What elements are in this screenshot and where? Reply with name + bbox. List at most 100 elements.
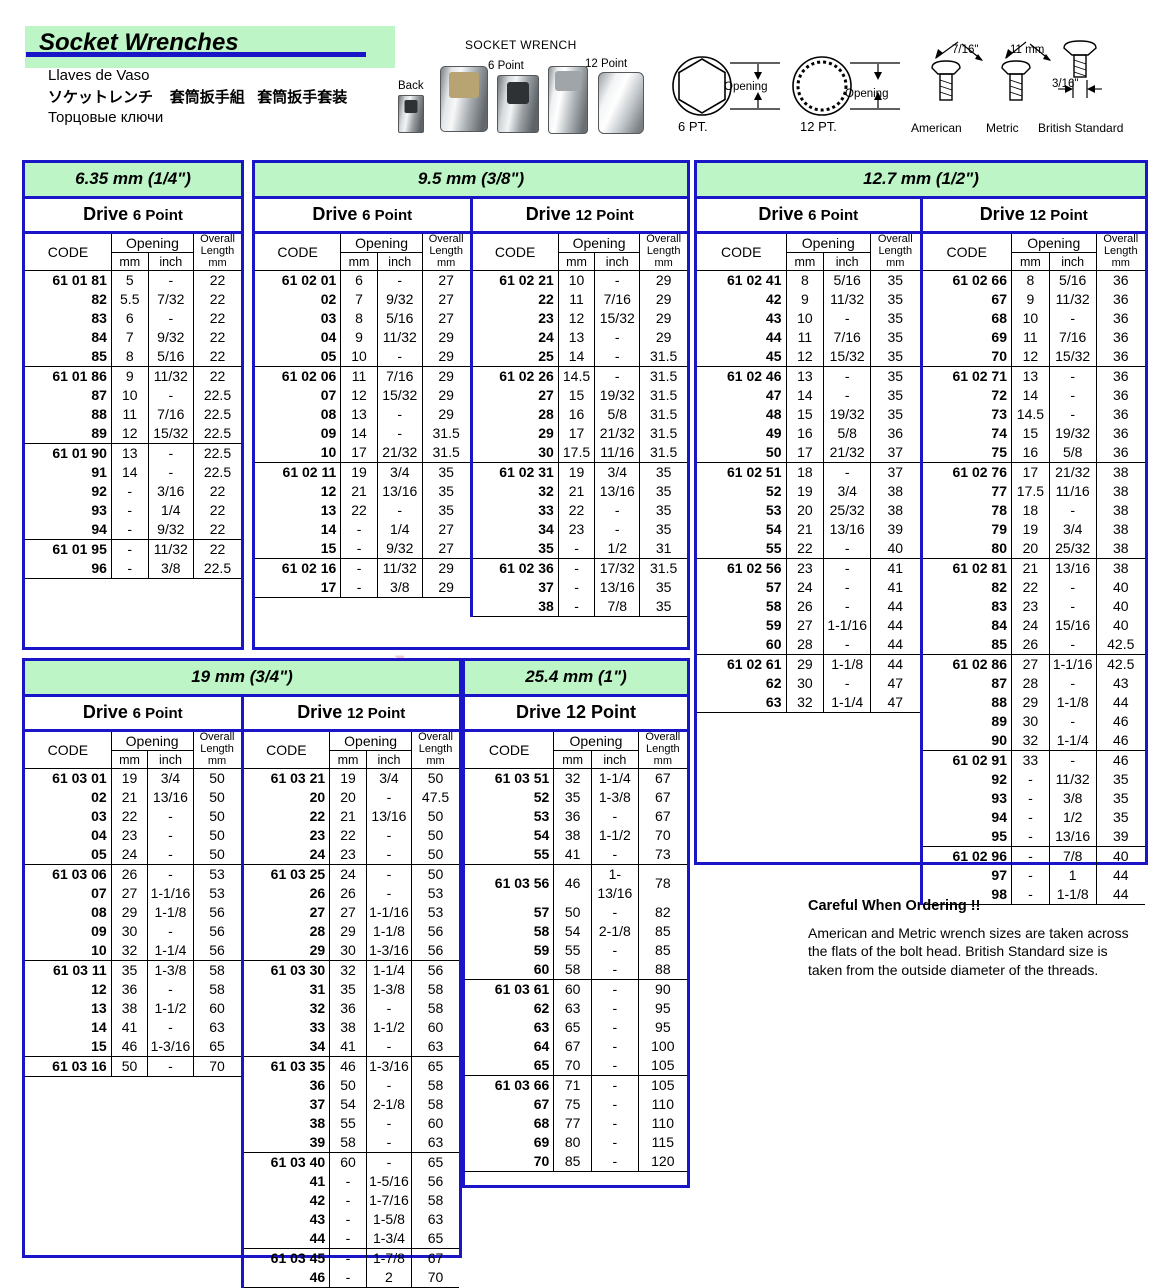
table-row: 05 24-50 bbox=[25, 844, 241, 865]
cell-overall-length: 35 bbox=[887, 290, 904, 307]
table-title: 12.7 mm (1/2") bbox=[697, 163, 1145, 199]
table-row: 48 15 19/32 35 bbox=[697, 404, 920, 424]
ordering-note-body: American and Metric wrench sizes are tak… bbox=[808, 925, 1129, 978]
cell-opening-inch: - bbox=[377, 404, 423, 424]
cell-code: 44 bbox=[243, 1228, 331, 1249]
cell-opening-mm: 11 bbox=[111, 404, 149, 424]
column-header-inch: inch bbox=[823, 252, 872, 271]
cell-code: 61 02 81 bbox=[922, 557, 1012, 578]
cell-opening-mm: 18 bbox=[1011, 500, 1050, 520]
cell-overall-length: 50 bbox=[209, 845, 225, 862]
cell-code: 39 bbox=[243, 1132, 331, 1153]
cell-opening-inch: 1-13/16 bbox=[591, 863, 639, 903]
cell-overall-length: 67 bbox=[655, 788, 671, 805]
cell-code: 24 bbox=[472, 327, 559, 347]
cell-overall-length: 35 bbox=[870, 365, 920, 386]
cell-overall-length: 58 bbox=[427, 999, 444, 1016]
cell-code: 29 bbox=[472, 423, 559, 443]
cell-overall-length: 53 bbox=[209, 884, 225, 901]
cell-code: 90 bbox=[922, 730, 1012, 751]
table-row: 05 10-29 bbox=[255, 346, 470, 367]
table-row: 82 5.5 7/32 22 bbox=[25, 289, 241, 309]
cell-code: 61 02 51 bbox=[697, 461, 787, 482]
drive-header-6-point: Drive 6 Point bbox=[312, 204, 413, 224]
cell-opening-inch: 3/16 bbox=[148, 481, 194, 501]
cell-code: 12 bbox=[25, 979, 112, 999]
table-row: 89 30-46 bbox=[922, 711, 1146, 731]
drive-header-12-point: Drive 12 Point bbox=[919, 199, 1146, 231]
illustration-caption: SOCKET WRENCH bbox=[465, 38, 577, 52]
label-opening-6pt: Opening bbox=[724, 81, 768, 93]
cell-opening-inch: - bbox=[823, 365, 872, 386]
cell-overall-length: 46 bbox=[1112, 712, 1129, 729]
table-row: 07 12 15/32 29 bbox=[255, 385, 470, 405]
spec-table: CODE Opening Overall Length mm mm inch 61 02 01… bbox=[255, 233, 470, 598]
header-row-2: mm inch bbox=[255, 252, 470, 271]
table-row: 25 14-31.5 bbox=[472, 346, 688, 367]
cell-opening-inch: - bbox=[594, 327, 641, 347]
cell-overall-length: 50 bbox=[209, 826, 225, 843]
cell-opening-mm: 12 bbox=[340, 385, 378, 405]
table-body-row: CODE Opening Overall Length mm mm inch 61 02 01… bbox=[255, 233, 688, 617]
cell-opening-inch: 9/32 bbox=[377, 289, 423, 309]
cell-overall-length: 110 bbox=[651, 1114, 674, 1131]
cell-opening-inch: - bbox=[591, 1074, 639, 1095]
cell-code: 61 02 26 bbox=[472, 365, 559, 386]
spec-table: CODE Opening Overall Length mm mm inch 61 02 41… bbox=[697, 233, 920, 713]
cell-opening-mm: - bbox=[1011, 845, 1050, 866]
table-row: 59 55-85 bbox=[465, 940, 687, 960]
cell-opening-mm: 29 bbox=[1011, 692, 1050, 712]
cell-code: 41 bbox=[243, 1171, 331, 1191]
table-row: 77 17.5 11/16 38 bbox=[922, 481, 1146, 501]
cell-opening-inch: - bbox=[591, 940, 639, 960]
drive-header-12-point: Drive 12 Point bbox=[469, 199, 688, 231]
spec-table-head: CODE Opening Overall Length mm mm inch bbox=[243, 731, 459, 769]
cell-opening-mm: 38 bbox=[553, 825, 593, 845]
table-row: 27 15 19/32 31.5 bbox=[472, 385, 688, 405]
cell-overall-length: 36 bbox=[1112, 424, 1129, 441]
cell-opening-mm: 27 bbox=[786, 615, 825, 635]
table-row: 61 01 90 13-22.5 bbox=[25, 442, 241, 463]
table-row: 61 02 21 10-29 bbox=[472, 270, 688, 290]
cell-overall-length: 36 bbox=[1112, 290, 1129, 307]
cell-code: 61 02 66 bbox=[922, 270, 1012, 290]
cell-opening-inch: - bbox=[148, 308, 194, 328]
cell-opening-inch: 15/32 bbox=[148, 423, 194, 444]
cell-overall-length: 22.5 bbox=[203, 424, 232, 441]
table-row: 43 10-35 bbox=[697, 308, 920, 328]
cell-opening-inch: 13/16 bbox=[147, 787, 194, 807]
cell-opening-inch: - bbox=[591, 902, 639, 922]
cell-opening-mm: 10 bbox=[558, 270, 596, 290]
table-body-row: CODE Opening Overall Length mm mm inch 61 03 51… bbox=[465, 731, 687, 1172]
cell-opening-inch: 5/8 bbox=[594, 404, 641, 424]
cell-code: 09 bbox=[25, 921, 112, 941]
cell-code: 09 bbox=[255, 423, 342, 443]
subtitle-chinese-traditional: 套筒扳手套装 bbox=[257, 87, 348, 106]
table-row: 73 14.5-36 bbox=[922, 404, 1146, 424]
cell-opening-inch: 21/32 bbox=[377, 442, 423, 463]
cell-overall-length: 58 bbox=[427, 1191, 444, 1208]
cell-opening-inch: 1-3/4 bbox=[366, 1228, 413, 1249]
cell-code: 28 bbox=[472, 404, 559, 424]
cell-overall-length: 22.5 bbox=[193, 442, 241, 463]
cell-overall-length: 29 bbox=[438, 405, 454, 422]
cell-overall-length: 50 bbox=[427, 807, 444, 824]
cell-opening-inch: 3/4 bbox=[366, 768, 413, 788]
cell-opening-inch: 2 bbox=[366, 1267, 413, 1288]
cell-opening-inch: - bbox=[1049, 404, 1097, 424]
twelve-point-diagram bbox=[792, 56, 900, 116]
table-title: 6.35 mm (1/4") bbox=[25, 163, 241, 199]
cell-code: 82 bbox=[922, 577, 1012, 597]
cell-code: 53 bbox=[697, 500, 787, 520]
label-12-point: 12 Point bbox=[585, 58, 628, 70]
cell-overall-length: 35 bbox=[887, 271, 904, 288]
table-row: 44-1-3/4 65 bbox=[243, 1228, 460, 1249]
cell-overall-length: 31.5 bbox=[432, 424, 460, 441]
cell-opening-mm: 38 bbox=[111, 998, 149, 1018]
cell-overall-length: 50 bbox=[427, 769, 444, 786]
cell-opening-mm: 20 bbox=[329, 787, 367, 807]
cell-code: 85 bbox=[922, 634, 1012, 655]
column-header-mm: mm bbox=[786, 252, 825, 271]
cell-overall-length: 39 bbox=[887, 520, 904, 537]
cell-opening-inch: 1-5/8 bbox=[366, 1209, 413, 1229]
